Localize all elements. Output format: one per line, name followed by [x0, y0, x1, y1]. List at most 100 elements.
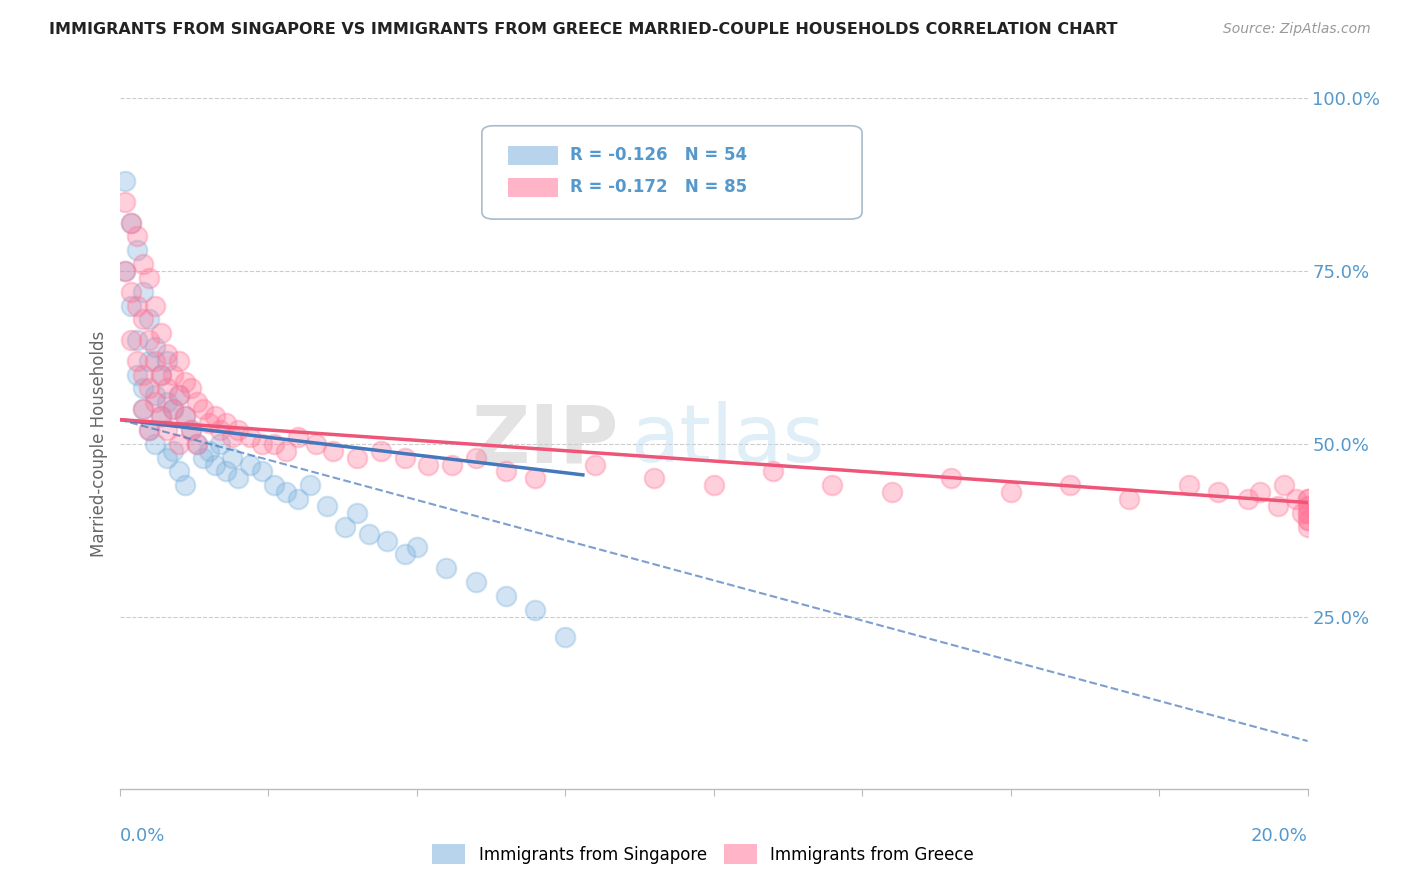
Point: [250, 465, 273, 479]
Text: IMMIGRANTS FROM SINGAPORE VS IMMIGRANTS FROM GREECE MARRIED-COUPLE HOUSEHOLDS CO: IMMIGRANTS FROM SINGAPORE VS IMMIGRANTS …: [49, 22, 1118, 37]
Point: [405, 541, 427, 555]
Point: [464, 450, 486, 465]
Point: [127, 299, 149, 313]
Point: [156, 347, 179, 361]
Point: [186, 437, 208, 451]
Point: [250, 437, 273, 451]
Point: [304, 437, 326, 451]
Point: [138, 312, 160, 326]
Point: [143, 340, 166, 354]
Point: [221, 450, 243, 465]
Point: [1249, 485, 1271, 500]
Point: [138, 333, 160, 347]
Point: [939, 471, 962, 485]
Point: [1267, 499, 1289, 513]
Point: [1059, 478, 1081, 492]
Point: [143, 395, 166, 409]
Point: [150, 368, 173, 382]
Point: [204, 458, 226, 472]
Bar: [508, 145, 558, 165]
Point: [132, 402, 155, 417]
Point: [167, 388, 190, 402]
Point: [1000, 485, 1022, 500]
Point: [180, 423, 202, 437]
Point: [127, 368, 149, 382]
Point: [495, 589, 517, 603]
Point: [287, 430, 309, 444]
Point: [1296, 513, 1319, 527]
Point: [215, 465, 238, 479]
Point: [167, 437, 190, 451]
Point: [1296, 492, 1319, 507]
Point: [138, 382, 160, 396]
Point: [1208, 485, 1230, 500]
Point: [132, 257, 155, 271]
Point: [357, 526, 380, 541]
Point: [191, 450, 214, 465]
Point: [1296, 519, 1319, 533]
Point: [132, 285, 155, 299]
Point: [120, 299, 142, 313]
Point: [1237, 492, 1260, 507]
Point: [197, 416, 219, 430]
Point: [167, 465, 190, 479]
Point: [150, 368, 173, 382]
Point: [114, 264, 136, 278]
Point: [114, 264, 136, 278]
Point: [162, 402, 184, 417]
Point: [1178, 478, 1201, 492]
Point: [132, 368, 155, 382]
Point: [298, 478, 321, 492]
Point: [762, 465, 785, 479]
Point: [316, 499, 339, 513]
Point: [150, 409, 173, 424]
Point: [186, 395, 208, 409]
Point: [524, 471, 547, 485]
Point: [346, 450, 368, 465]
Point: [156, 382, 179, 396]
Point: [322, 443, 344, 458]
Point: [127, 244, 149, 258]
Point: [138, 354, 160, 368]
Point: [204, 409, 226, 424]
Point: [1296, 506, 1319, 520]
Point: [120, 216, 142, 230]
Text: ZIP: ZIP: [471, 401, 619, 479]
Point: [150, 326, 173, 341]
Text: R = -0.172   N = 85: R = -0.172 N = 85: [569, 178, 747, 196]
Point: [143, 388, 166, 402]
Point: [173, 409, 195, 424]
Point: [287, 492, 309, 507]
Point: [138, 423, 160, 437]
Point: [156, 423, 179, 437]
Point: [191, 402, 214, 417]
Point: [209, 423, 232, 437]
Point: [495, 465, 517, 479]
Point: [180, 382, 202, 396]
Point: [143, 299, 166, 313]
Point: [228, 423, 250, 437]
Point: [132, 402, 155, 417]
Point: [143, 354, 166, 368]
Point: [1118, 492, 1140, 507]
Point: [143, 437, 166, 451]
Point: [464, 575, 486, 590]
Y-axis label: Married-couple Households: Married-couple Households: [90, 331, 108, 557]
Point: [1296, 506, 1319, 520]
Point: [394, 548, 416, 562]
Point: [263, 478, 285, 492]
Point: [120, 333, 142, 347]
FancyBboxPatch shape: [482, 126, 862, 219]
Text: Source: ZipAtlas.com: Source: ZipAtlas.com: [1223, 22, 1371, 37]
Point: [346, 506, 368, 520]
Point: [114, 174, 136, 188]
Point: [228, 471, 250, 485]
Text: atlas: atlas: [630, 401, 825, 479]
Point: [375, 533, 398, 548]
Point: [120, 216, 142, 230]
Point: [162, 443, 184, 458]
Point: [127, 229, 149, 244]
Point: [274, 485, 297, 500]
Point: [173, 478, 195, 492]
Point: [209, 437, 232, 451]
